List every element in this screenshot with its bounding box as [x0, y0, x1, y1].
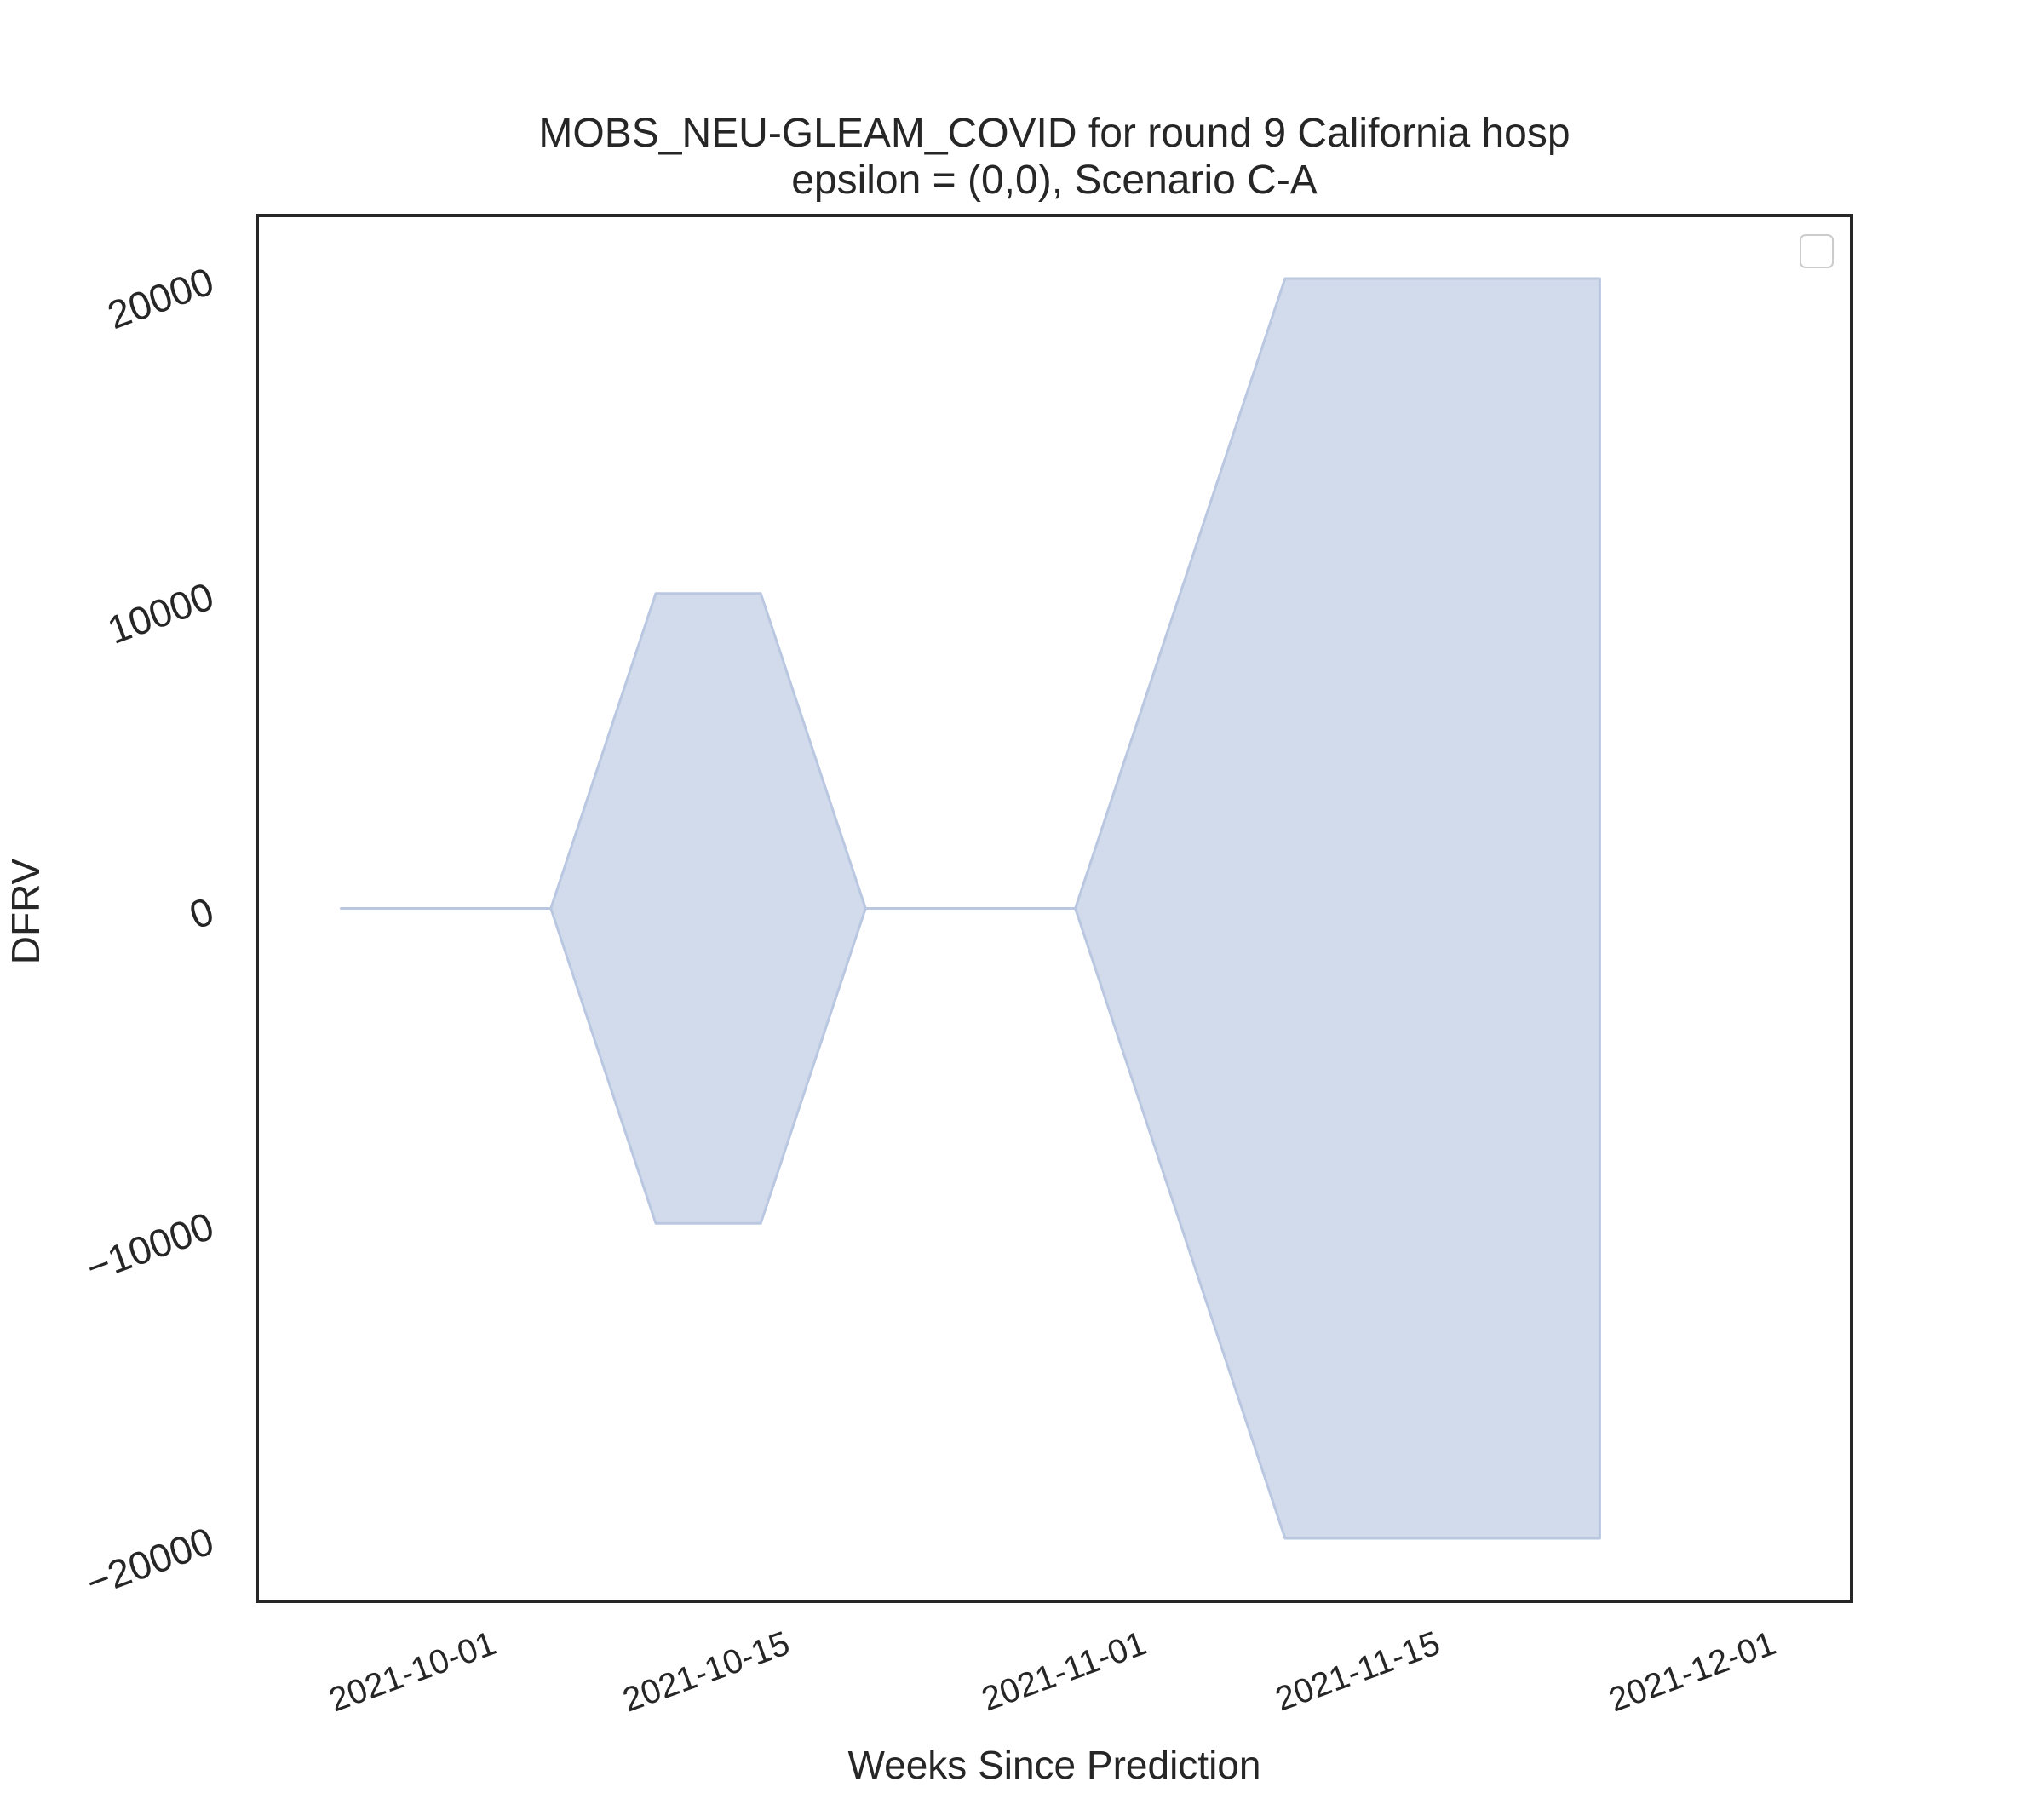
y-tick-label: −10000	[80, 1204, 219, 1290]
x-tick-label: 2021-11-15	[1271, 1624, 1445, 1718]
x-tick-label: 2021-12-01	[1604, 1624, 1780, 1719]
y-tick-label: 20000	[101, 259, 219, 338]
y-tick-label: −20000	[80, 1519, 219, 1606]
y-axis-label: DFRV	[3, 858, 48, 964]
y-tick-label: 10000	[101, 573, 219, 652]
x-axis-ticks: 2021-10-01 2021-10-15 2021-11-01 2021-11-15…	[324, 1624, 1781, 1719]
interval-band-0	[340, 277, 1601, 1540]
y-tick-label: 0	[184, 888, 220, 938]
x-tick-label: 2021-10-15	[618, 1624, 795, 1719]
legend-box	[1800, 234, 1834, 268]
y-axis-ticks: −20000 −10000 0 10000 20000	[80, 259, 219, 1606]
plot-area	[256, 214, 1853, 1603]
plot-frame	[256, 214, 1853, 1603]
chart-subtitle: epsilon = (0,0), Scenario C-A	[791, 158, 1318, 203]
chart-title: MOBS_NEU-GLEAM_COVID for round 9 Califor…	[538, 111, 1570, 156]
x-tick-label: 2021-11-01	[977, 1624, 1151, 1718]
x-axis-label: Weeks Since Prediction	[848, 1743, 1261, 1787]
x-tick-label: 2021-10-01	[324, 1624, 501, 1719]
